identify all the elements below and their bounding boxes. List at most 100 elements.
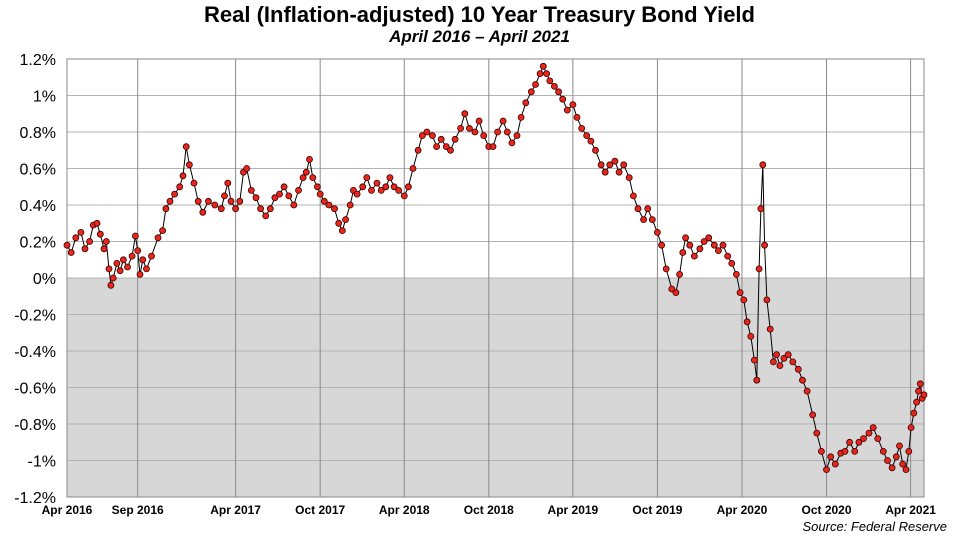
data-point <box>676 270 683 278</box>
data-point <box>915 387 922 395</box>
data-point <box>363 174 371 182</box>
data-point <box>818 447 825 455</box>
data-point <box>809 411 817 419</box>
data-point <box>879 447 887 455</box>
data-point <box>546 77 554 85</box>
data-point <box>658 241 665 249</box>
data-point <box>896 442 903 450</box>
data-point <box>794 365 802 373</box>
data-point <box>869 424 877 432</box>
data-point <box>342 216 350 224</box>
data-point <box>148 252 155 260</box>
x-tick-label: Apr 2018 <box>379 503 430 517</box>
data-point <box>489 143 497 151</box>
data-point <box>72 234 80 242</box>
data-point <box>335 219 343 227</box>
data-point <box>773 351 780 359</box>
data-point <box>753 376 761 384</box>
x-tick-label: Oct 2019 <box>632 503 682 517</box>
y-tick-label: -1% <box>28 454 56 471</box>
y-tick-label: 0.6% <box>20 162 56 179</box>
data-point <box>770 358 777 366</box>
data-point <box>536 70 544 77</box>
data-point <box>194 197 202 205</box>
data-point <box>700 238 708 245</box>
data-point <box>67 249 75 256</box>
data-point <box>601 168 609 176</box>
data-point <box>100 245 108 253</box>
data-point <box>93 219 101 227</box>
data-point <box>662 265 670 273</box>
data-point <box>503 128 511 136</box>
data-point <box>625 174 633 182</box>
data-point <box>211 201 219 209</box>
data-point <box>139 256 147 264</box>
data-point <box>551 83 558 90</box>
data-point <box>874 435 882 443</box>
data-point <box>563 106 571 114</box>
data-point <box>513 132 521 140</box>
data-point <box>442 143 450 151</box>
data-point <box>128 252 136 260</box>
data-point <box>827 453 835 461</box>
data-point <box>543 70 550 77</box>
data-point <box>892 453 900 461</box>
data-point <box>823 466 830 474</box>
data-point <box>224 179 232 187</box>
data-point <box>325 201 333 209</box>
data-point <box>116 267 124 275</box>
y-tick-label: -0.2% <box>14 308 56 325</box>
data-point <box>136 270 144 278</box>
data-point <box>597 161 605 169</box>
data-point <box>759 161 767 169</box>
x-tick-label: Sep 2016 <box>112 503 164 517</box>
data-point <box>920 391 928 399</box>
data-point <box>555 88 562 96</box>
data-point <box>280 183 288 191</box>
data-point <box>691 252 698 260</box>
data-point <box>573 114 581 121</box>
data-point <box>682 234 689 242</box>
x-tick-label: Oct 2020 <box>801 503 851 517</box>
chart-source: Source: Federal Reserve <box>802 519 947 534</box>
data-point <box>404 183 412 191</box>
data-point <box>851 447 859 455</box>
data-point <box>471 128 479 136</box>
data-point <box>728 259 736 267</box>
data-point <box>359 183 367 191</box>
data-point <box>313 183 321 191</box>
data-point <box>587 137 595 145</box>
data-point <box>232 205 240 213</box>
data-point <box>751 356 758 364</box>
data-point <box>395 186 403 194</box>
data-point <box>733 270 740 278</box>
y-tick-label: -0.6% <box>14 381 56 398</box>
data-point <box>743 318 751 326</box>
data-point <box>166 197 174 205</box>
data-point <box>736 289 744 297</box>
data-point <box>276 190 283 198</box>
data-point <box>353 190 361 198</box>
x-tick-label: Apr 2017 <box>210 503 261 517</box>
data-point <box>414 146 422 154</box>
data-point <box>539 62 547 70</box>
data-point <box>190 179 198 187</box>
data-point <box>508 139 516 147</box>
y-tick-label: 0.4% <box>20 198 56 215</box>
data-point <box>761 241 768 249</box>
data-point <box>705 234 713 242</box>
data-point <box>592 146 599 154</box>
data-point <box>841 447 849 455</box>
data-point <box>480 132 488 140</box>
data-point <box>179 172 187 180</box>
data-point <box>461 110 469 118</box>
data-point <box>285 192 293 200</box>
data-point <box>522 99 530 107</box>
data-point <box>710 241 718 249</box>
data-point <box>578 124 586 132</box>
data-point <box>913 398 920 406</box>
x-tick-label: Apr 2016 <box>42 503 93 517</box>
data-point <box>346 201 354 209</box>
data-point <box>368 186 375 194</box>
